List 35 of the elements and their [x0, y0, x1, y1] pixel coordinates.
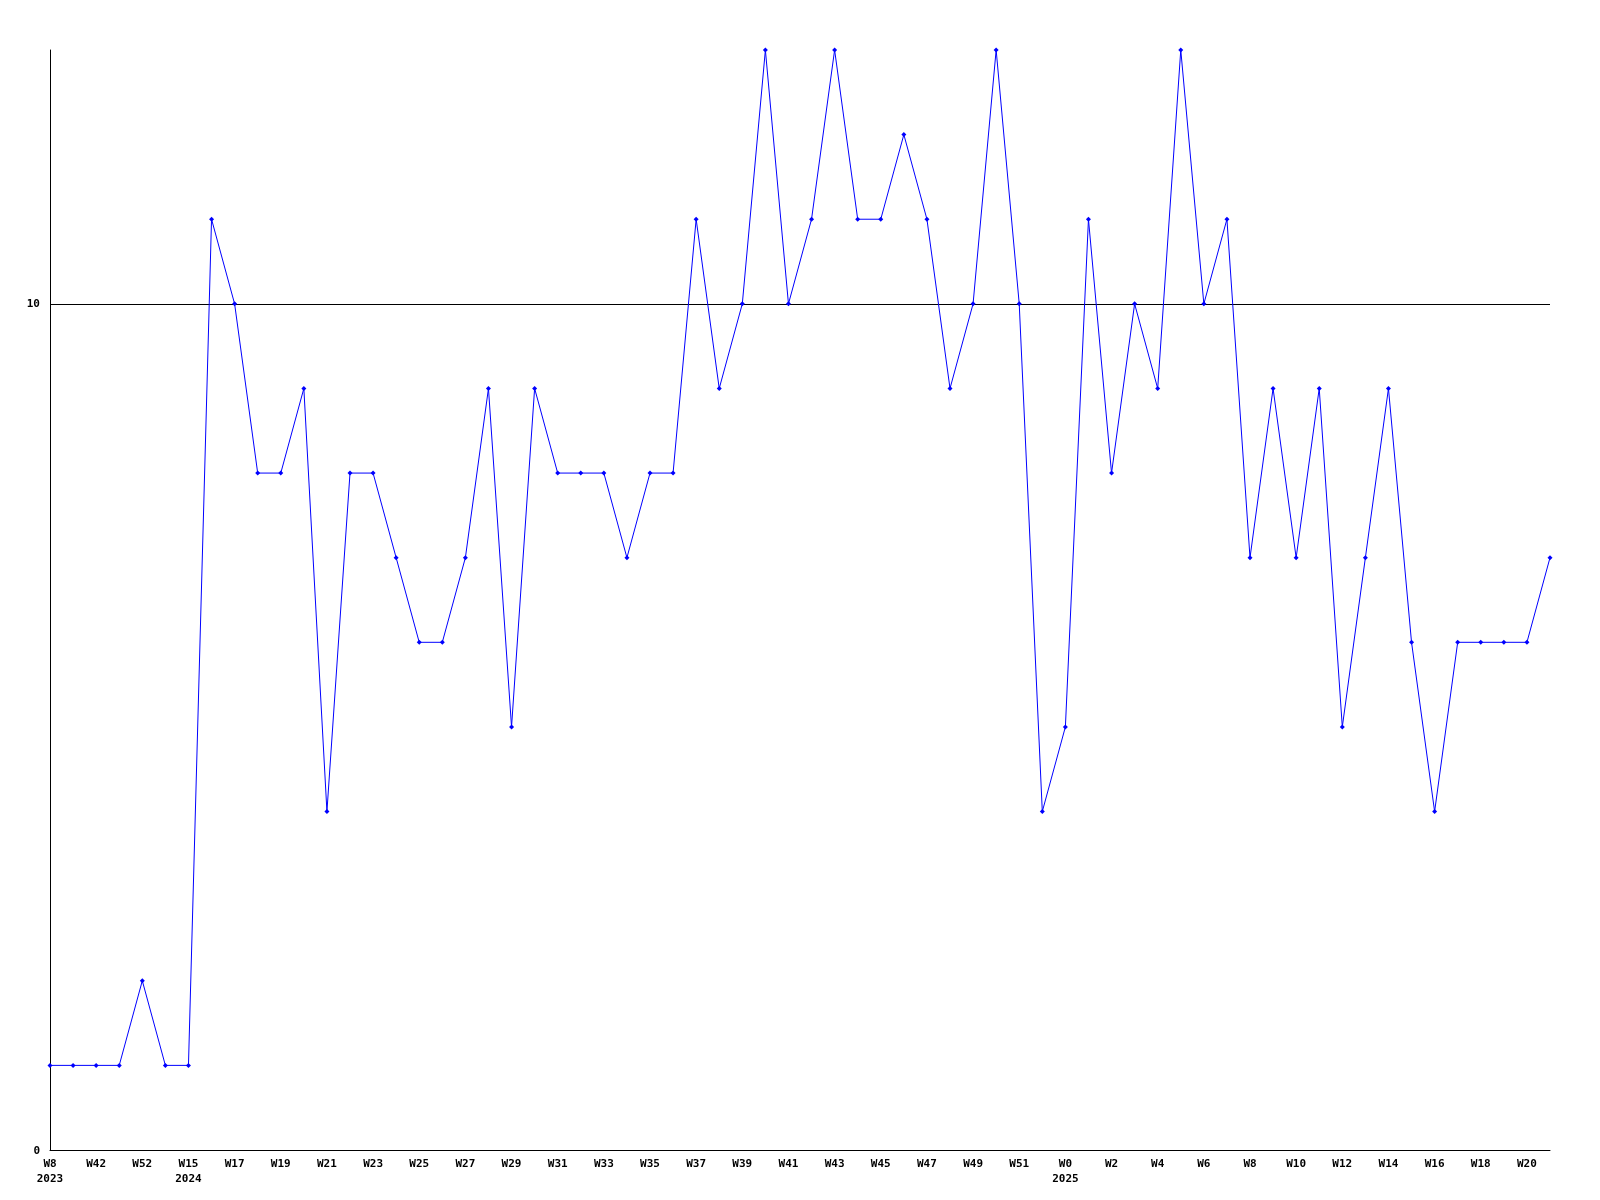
x-tick-label: W19: [270, 1157, 291, 1170]
x-tick-label: W39: [732, 1157, 753, 1170]
x-tick-label: W20: [1516, 1157, 1537, 1170]
x-tick-label: W17: [224, 1157, 245, 1170]
x-tick-label: W8 2023: [36, 1157, 64, 1185]
x-tick-label: W49: [963, 1157, 984, 1170]
x-tick-label: W4: [1151, 1157, 1165, 1170]
x-tick-label: W14: [1378, 1157, 1399, 1170]
x-tick-label: W31: [547, 1157, 568, 1170]
x-tick-label: W37: [686, 1157, 707, 1170]
x-tick-label: W51: [1009, 1157, 1030, 1170]
x-tick-label: W42: [86, 1157, 107, 1170]
x-tick-label: W41: [778, 1157, 799, 1170]
x-tick-label: W33: [593, 1157, 614, 1170]
x-tick-label: W8: [1243, 1157, 1257, 1170]
x-tick-label: W15 2024: [175, 1157, 203, 1185]
x-tick-label: W21: [316, 1157, 338, 1170]
x-tick-label: W52: [132, 1157, 153, 1170]
x-tick-label: W0 2025: [1052, 1157, 1079, 1185]
x-tick-label: W2: [1104, 1157, 1119, 1170]
x-tick-label: W25: [409, 1157, 430, 1170]
x-tick-label: W45: [870, 1157, 891, 1170]
x-tick-label: W35: [640, 1157, 660, 1170]
x-tick-label: W12: [1332, 1157, 1353, 1170]
x-tick-label: W23: [363, 1157, 384, 1170]
x-tick-label: W16: [1424, 1157, 1445, 1170]
x-tick-label: W27: [455, 1157, 476, 1170]
x-tick-label: W10: [1286, 1157, 1307, 1170]
x-tick-label: W47: [916, 1157, 937, 1170]
x-tick-label: W6: [1197, 1157, 1211, 1170]
x-tick-label: W43: [824, 1157, 845, 1170]
x-tick-label: W29: [501, 1157, 522, 1170]
x-tick-label: W18: [1470, 1157, 1491, 1170]
y-tick-label: 10: [26, 297, 40, 311]
y-tick-label: 0: [33, 1143, 40, 1157]
